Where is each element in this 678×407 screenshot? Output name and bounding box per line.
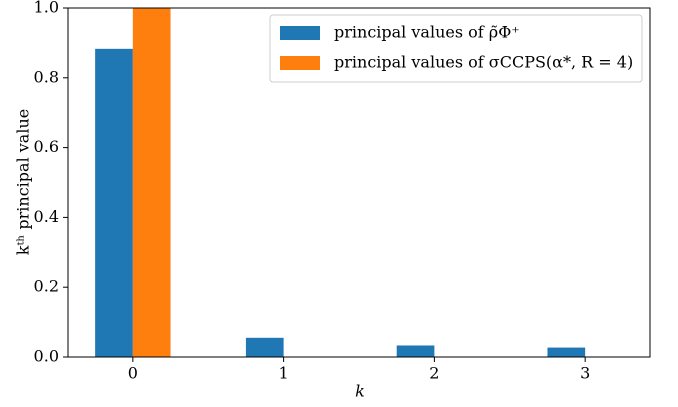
y-tick-label: 0.8 [34,67,59,86]
y-tick-label: 0.2 [34,277,59,296]
y-axis-label: kᵗʰ principal value [14,109,33,256]
y-tick-label: 0.4 [34,207,59,226]
legend-box [269,14,643,83]
x-tick-label: 0 [128,364,138,383]
legend-swatch [280,56,320,70]
y-tick-label: 1.0 [34,0,59,17]
bar [95,48,133,357]
bar [396,345,435,357]
bar [245,337,284,357]
x-tick-label: 2 [429,364,439,383]
legend-label: principal values of σCCPS(α*, R = 4) [334,53,633,72]
x-tick-label: 1 [279,364,289,383]
y-tick-label: 0.0 [34,347,59,366]
x-axis-label: k [355,382,365,401]
legend-swatch [280,26,320,40]
bar [132,8,171,357]
plot-frame [67,7,651,358]
bar [547,347,586,357]
y-tick-label: 0.6 [34,137,59,156]
legend-label: principal values of ρ̃Φ⁺ [334,23,520,42]
x-tick-label: 3 [580,364,590,383]
